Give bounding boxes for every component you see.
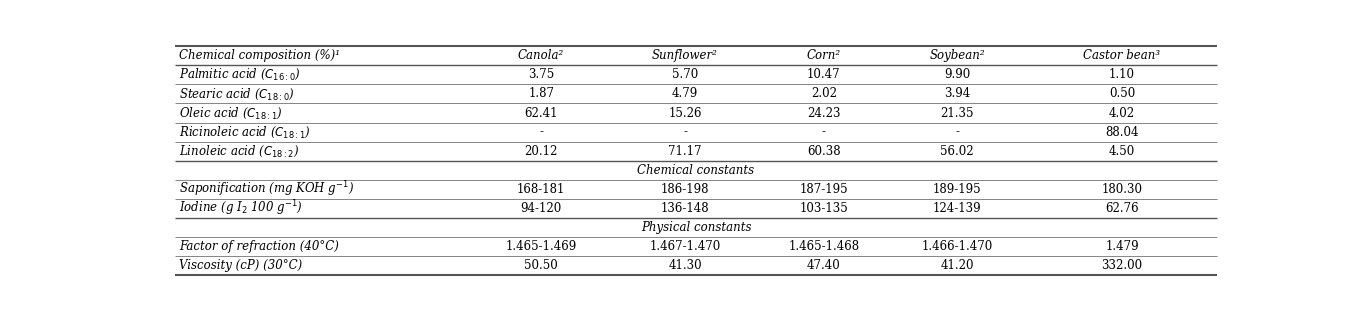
Text: Iodine (g I$_{2}$ 100 g$^{-1}$): Iodine (g I$_{2}$ 100 g$^{-1}$) xyxy=(179,198,302,218)
Text: 2.02: 2.02 xyxy=(810,88,837,100)
Text: Physical constants: Physical constants xyxy=(641,221,751,234)
Text: 1.87: 1.87 xyxy=(528,88,554,100)
Text: 189-195: 189-195 xyxy=(932,183,981,196)
Text: Viscosity (cP) (30°C): Viscosity (cP) (30°C) xyxy=(179,259,302,272)
Text: 4.02: 4.02 xyxy=(1108,106,1135,119)
Text: 62.76: 62.76 xyxy=(1106,202,1138,215)
Text: 180.30: 180.30 xyxy=(1102,183,1142,196)
Text: Palmitic acid ($C_{16:0}$): Palmitic acid ($C_{16:0}$) xyxy=(179,67,301,83)
Text: Chemical composition (%)¹: Chemical composition (%)¹ xyxy=(179,49,340,62)
Text: -: - xyxy=(683,126,687,139)
Text: 0.50: 0.50 xyxy=(1108,88,1135,100)
Text: 4.79: 4.79 xyxy=(672,88,698,100)
Text: 41.30: 41.30 xyxy=(668,259,702,272)
Text: Ricinoleic acid ($C_{18:1}$): Ricinoleic acid ($C_{18:1}$) xyxy=(179,124,310,140)
Text: 94-120: 94-120 xyxy=(520,202,562,215)
Text: 4.50: 4.50 xyxy=(1108,145,1135,158)
Text: 60.38: 60.38 xyxy=(808,145,840,158)
Text: Corn²: Corn² xyxy=(806,49,841,62)
Text: 9.90: 9.90 xyxy=(944,68,970,81)
Text: Saponification (mg KOH g$^{-1}$): Saponification (mg KOH g$^{-1}$) xyxy=(179,180,354,199)
Text: 1.479: 1.479 xyxy=(1106,240,1138,253)
Text: Oleic acid ($C_{18:1}$): Oleic acid ($C_{18:1}$) xyxy=(179,106,283,121)
Text: 10.47: 10.47 xyxy=(808,68,840,81)
Text: Stearic acid ($C_{18:0}$): Stearic acid ($C_{18:0}$) xyxy=(179,86,295,101)
Text: 71.17: 71.17 xyxy=(668,145,702,158)
Text: -: - xyxy=(821,126,825,139)
Text: 47.40: 47.40 xyxy=(806,259,840,272)
Text: Linoleic acid ($C_{18:2}$): Linoleic acid ($C_{18:2}$) xyxy=(179,144,299,159)
Text: Canola²: Canola² xyxy=(518,49,564,62)
Text: 3.75: 3.75 xyxy=(528,68,554,81)
Text: 187-195: 187-195 xyxy=(799,183,848,196)
Text: 5.70: 5.70 xyxy=(672,68,698,81)
Text: 1.467-1.470: 1.467-1.470 xyxy=(649,240,721,253)
Text: 15.26: 15.26 xyxy=(668,106,702,119)
Text: 1.465-1.469: 1.465-1.469 xyxy=(505,240,577,253)
Text: 186-198: 186-198 xyxy=(661,183,709,196)
Text: 1.466-1.470: 1.466-1.470 xyxy=(921,240,993,253)
Text: 168-181: 168-181 xyxy=(518,183,565,196)
Text: 50.50: 50.50 xyxy=(524,259,558,272)
Text: 1.10: 1.10 xyxy=(1108,68,1135,81)
Text: 332.00: 332.00 xyxy=(1102,259,1142,272)
Text: Factor of refraction (40°C): Factor of refraction (40°C) xyxy=(179,240,339,253)
Text: 21.35: 21.35 xyxy=(940,106,974,119)
Text: -: - xyxy=(539,126,543,139)
Text: Soybean²: Soybean² xyxy=(930,49,985,62)
Text: Chemical constants: Chemical constants xyxy=(637,164,755,177)
Text: 1.465-1.468: 1.465-1.468 xyxy=(789,240,859,253)
Text: 88.04: 88.04 xyxy=(1106,126,1138,139)
Text: 62.41: 62.41 xyxy=(524,106,558,119)
Text: Castor bean³: Castor bean³ xyxy=(1084,49,1160,62)
Text: Sunflower²: Sunflower² xyxy=(652,49,718,62)
Text: 124-139: 124-139 xyxy=(932,202,981,215)
Text: -: - xyxy=(955,126,959,139)
Text: 41.20: 41.20 xyxy=(940,259,974,272)
Text: 56.02: 56.02 xyxy=(940,145,974,158)
Text: 103-135: 103-135 xyxy=(799,202,848,215)
Text: 136-148: 136-148 xyxy=(661,202,710,215)
Text: 3.94: 3.94 xyxy=(944,88,970,100)
Text: 20.12: 20.12 xyxy=(524,145,558,158)
Text: 24.23: 24.23 xyxy=(808,106,840,119)
